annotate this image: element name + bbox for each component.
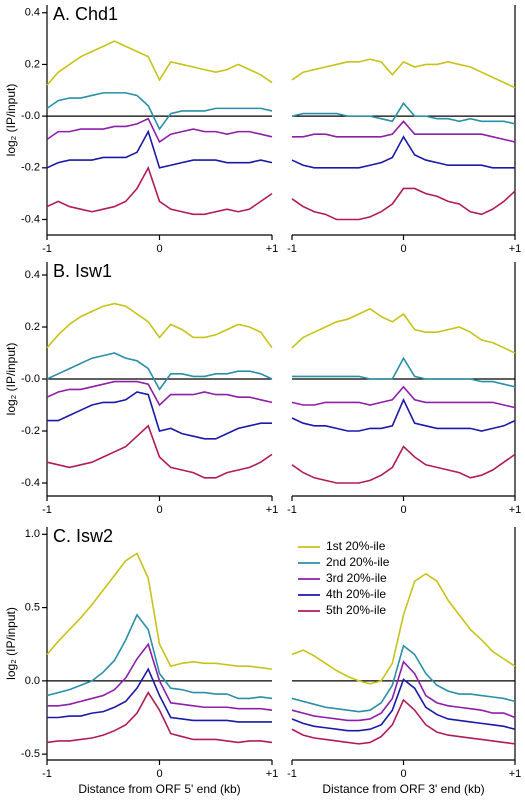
legend-label: 1st 20%-ile <box>326 539 386 553</box>
y-tick-label: 0.4 <box>25 269 40 281</box>
series-line <box>46 552 273 670</box>
series-line <box>46 40 273 86</box>
series-line <box>291 385 516 409</box>
series-line <box>291 187 516 221</box>
x-tick-label: -1 <box>42 243 52 255</box>
x-tick-label: -1 <box>42 768 52 780</box>
series-line <box>292 356 516 388</box>
series-line <box>291 678 516 732</box>
series-line <box>291 660 516 722</box>
series-line <box>291 644 516 713</box>
series-line <box>46 117 273 144</box>
x-axis-label: Distance from ORF 5' end (kb) <box>78 782 240 796</box>
x-tick-label: +1 <box>509 243 522 255</box>
y-tick-label: 1.0 <box>25 528 40 540</box>
y-tick-label: -0.2 <box>21 162 40 174</box>
panel-title: B. Isw1 <box>53 261 112 281</box>
x-tick-label: -1 <box>287 768 297 780</box>
x-tick-label: 0 <box>156 504 162 516</box>
series-line <box>291 698 516 745</box>
y-tick-label: -0.2 <box>21 425 40 437</box>
series-line <box>46 613 273 700</box>
y-tick-label: -0.4 <box>21 477 40 489</box>
x-tick-label: -1 <box>42 504 52 516</box>
y-tick-label: -0.4 <box>21 213 40 225</box>
series-line <box>46 129 273 169</box>
series-line <box>47 667 272 723</box>
y-axis-label: log₂ (IP/input) <box>4 343 18 416</box>
y-tick-label: -0.0 <box>21 110 40 122</box>
series-line <box>291 445 516 484</box>
y-axis-label: log₂ (IP/input) <box>4 84 18 157</box>
legend-label: 4th 20%-ile <box>326 587 386 601</box>
panel-title: A. Chd1 <box>53 4 118 24</box>
series-line <box>46 352 273 391</box>
panel-title: C. Isw2 <box>53 526 113 546</box>
series-line <box>46 92 273 131</box>
x-tick-label: 0 <box>400 768 406 780</box>
legend-label: 5th 20%-ile <box>326 603 386 617</box>
series-line <box>47 642 273 711</box>
series-line <box>291 101 516 125</box>
series-line <box>46 302 273 349</box>
x-tick-label: -1 <box>287 243 297 255</box>
y-axis-label: log₂ (IP/input) <box>4 607 18 680</box>
series-line <box>291 572 516 685</box>
series-line <box>46 424 273 479</box>
x-tick-label: 0 <box>156 243 162 255</box>
series-line <box>291 135 515 169</box>
y-tick-label: 0.0 <box>25 675 40 687</box>
x-tick-label: +1 <box>266 504 279 516</box>
series-line <box>291 58 516 89</box>
y-tick-label: 0.5 <box>25 602 40 614</box>
x-tick-label: +1 <box>266 243 279 255</box>
y-tick-label: 0.4 <box>25 7 40 19</box>
x-tick-label: -1 <box>287 504 297 516</box>
x-tick-label: +1 <box>266 768 279 780</box>
x-tick-label: +1 <box>509 504 522 516</box>
series-line <box>46 380 273 407</box>
y-tick-label: -0.0 <box>21 373 40 385</box>
legend-label: 3rd 20%-ile <box>326 571 387 585</box>
series-line <box>292 120 516 143</box>
legend-label: 2nd 20%-ile <box>326 555 390 569</box>
series-line <box>46 165 273 216</box>
y-tick-label: 0.2 <box>25 321 40 333</box>
y-tick-label: 0.2 <box>25 58 40 70</box>
series-line <box>291 397 516 432</box>
x-tick-label: 0 <box>156 768 162 780</box>
x-tick-label: 0 <box>400 504 406 516</box>
series-line <box>291 307 516 354</box>
y-tick-label: -0.5 <box>21 748 40 760</box>
series-line <box>47 391 272 440</box>
x-axis-label: Distance from ORF 3' end (kb) <box>322 782 484 796</box>
series-line <box>46 691 273 744</box>
x-tick-label: 0 <box>400 243 406 255</box>
x-tick-label: +1 <box>509 768 522 780</box>
